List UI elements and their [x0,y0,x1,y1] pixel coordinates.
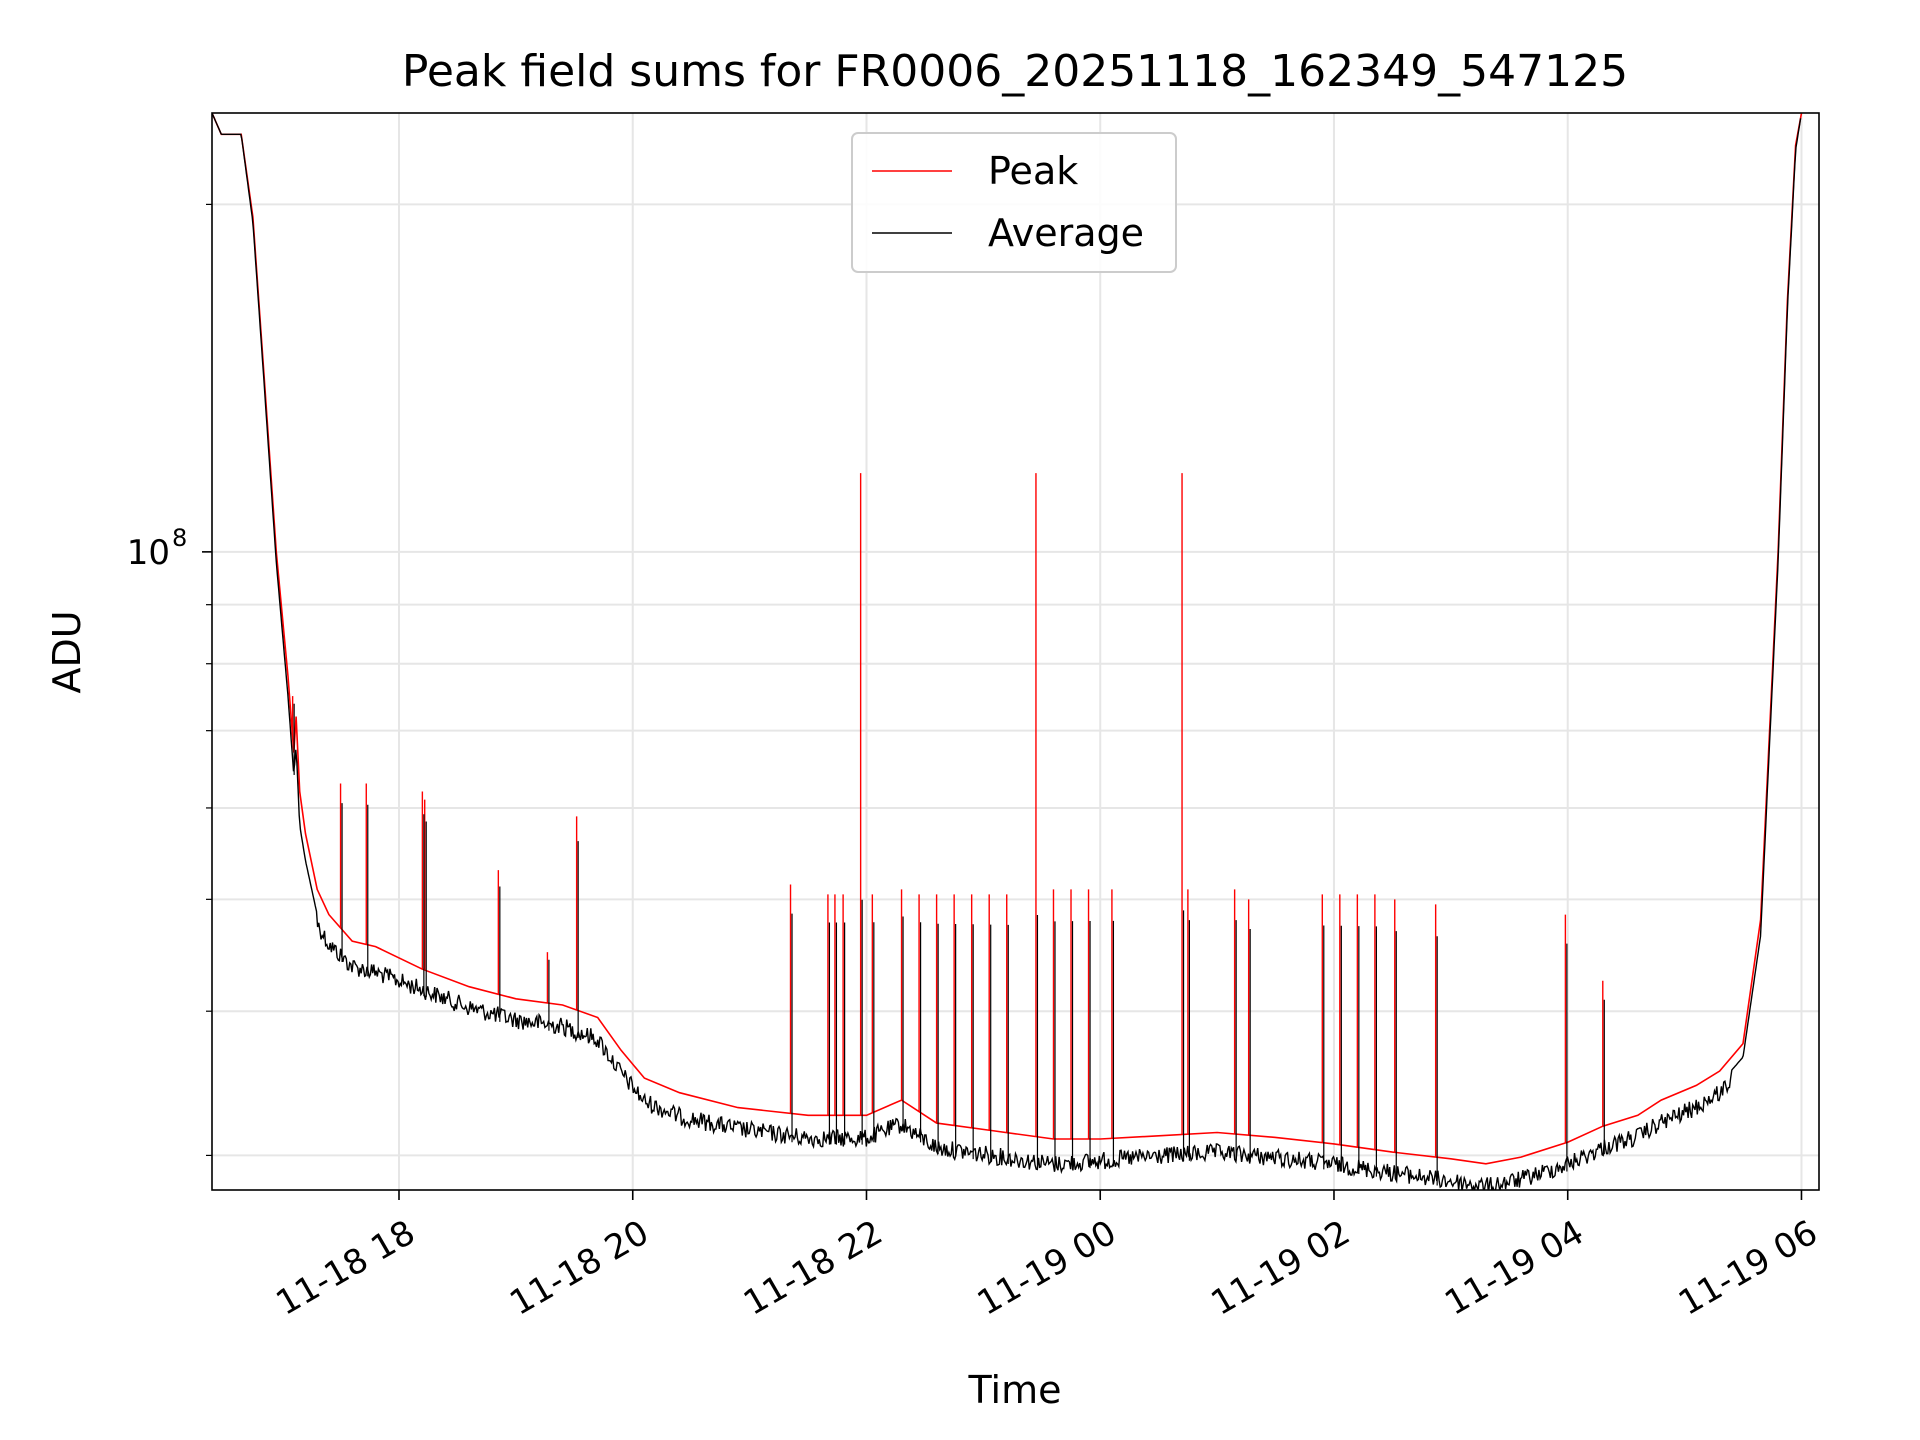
grid-lines [212,113,1819,1190]
x-tick-label: 11-19 06 [1672,1213,1824,1324]
x-axis-label: Time [968,1368,1062,1412]
x-tick-label: 11-19 02 [1204,1213,1356,1324]
x-tick-label: 11-19 04 [1438,1213,1590,1324]
legend-box [851,132,1177,273]
plot-frame [211,112,1820,1191]
legend-average-label: Average [988,211,1144,255]
average-series-line [212,113,1802,1190]
y-axis-label: ADU [45,610,89,693]
legend-peak-label: Peak [988,149,1078,193]
chart-title: Peak field sums for FR0006_20251118_1623… [402,46,1628,97]
y-axis: 10 8 [127,203,212,1157]
x-axis: 11-18 18 11-18 20 11-18 22 11-19 00 11-19 02… [270,1190,1824,1324]
x-tick-label: 11-18 20 [503,1213,655,1324]
x-tick-label: 11-19 00 [971,1213,1123,1324]
x-tick-label: 11-18 22 [737,1213,889,1324]
peak-series-line [212,113,1803,1165]
y-tick-label: 10 [127,533,170,573]
x-tick-label: 11-18 18 [270,1213,422,1324]
y-tick-exponent: 8 [172,524,187,552]
legend: Peak Average [851,132,1177,273]
series-group [212,113,1803,1190]
